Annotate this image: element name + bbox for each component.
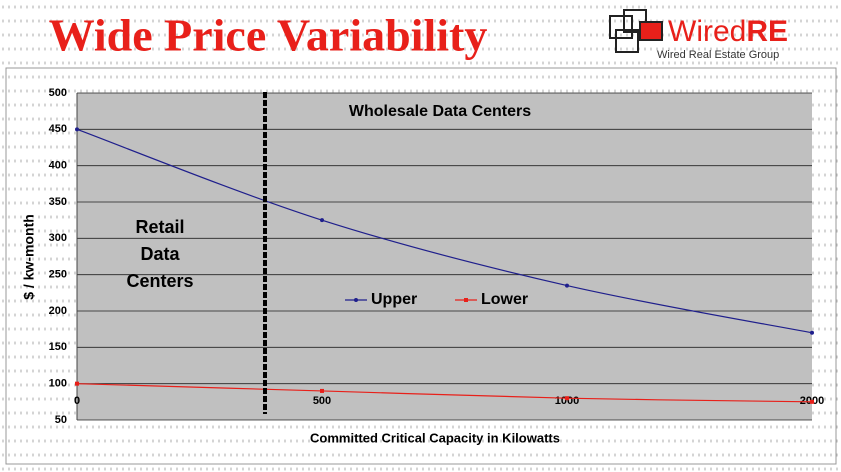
logo-text: WiredRE: [668, 15, 788, 48]
plot-area: [77, 93, 812, 420]
point: [320, 388, 324, 393]
legend-marker: [354, 298, 358, 302]
grid: 5010015020025030035040045050005001000200…: [49, 87, 825, 426]
y-tick-label: 100: [49, 378, 67, 390]
series-line: [76, 383, 813, 403]
annotation: Centers: [126, 271, 193, 291]
x-tick-label: 500: [313, 395, 331, 407]
marks: [75, 127, 814, 404]
annotation: Wholesale Data Centers: [349, 103, 531, 120]
logo-accent: RE: [746, 15, 788, 48]
logo-square: [615, 29, 639, 53]
logo-main: Wired: [668, 15, 746, 48]
y-tick-label: 300: [49, 232, 67, 244]
y-tick-label: 200: [49, 305, 67, 317]
point: [810, 399, 814, 404]
y-tick-label: 350: [49, 196, 67, 208]
logo-icon: [609, 9, 663, 53]
y-tick-label: 450: [49, 123, 67, 135]
slide-title: Wide Price Variability: [49, 10, 488, 61]
y-tick-label: 50: [55, 414, 67, 426]
chart-frame: [5, 67, 837, 465]
y-tick-label: 150: [49, 341, 67, 353]
y-tick-label: 500: [49, 87, 67, 99]
x-axis-title: Committed Critical Capacity in Kilowatts: [310, 430, 560, 445]
series-line: [76, 128, 813, 334]
logo-square: [609, 15, 633, 39]
logo-square: [639, 21, 663, 41]
legend-marker: [464, 298, 468, 302]
point: [75, 381, 79, 386]
point: [810, 330, 814, 335]
point: [320, 218, 324, 223]
point: [75, 127, 79, 132]
annotation: Retail: [135, 217, 184, 237]
point: [565, 283, 569, 288]
y-tick-label: 400: [49, 160, 67, 172]
logo-subtitle: Wired Real Estate Group: [657, 49, 779, 61]
legend: Upper Lower: [345, 291, 528, 308]
annotation: Data: [140, 244, 180, 264]
y-axis-title: $ / kw-month: [21, 214, 37, 300]
y-tick-label: 250: [49, 269, 67, 281]
x-tick-label: 0: [74, 395, 80, 407]
legend-label: Upper: [371, 291, 417, 308]
legend-label: Lower: [481, 291, 528, 308]
point: [565, 396, 569, 401]
